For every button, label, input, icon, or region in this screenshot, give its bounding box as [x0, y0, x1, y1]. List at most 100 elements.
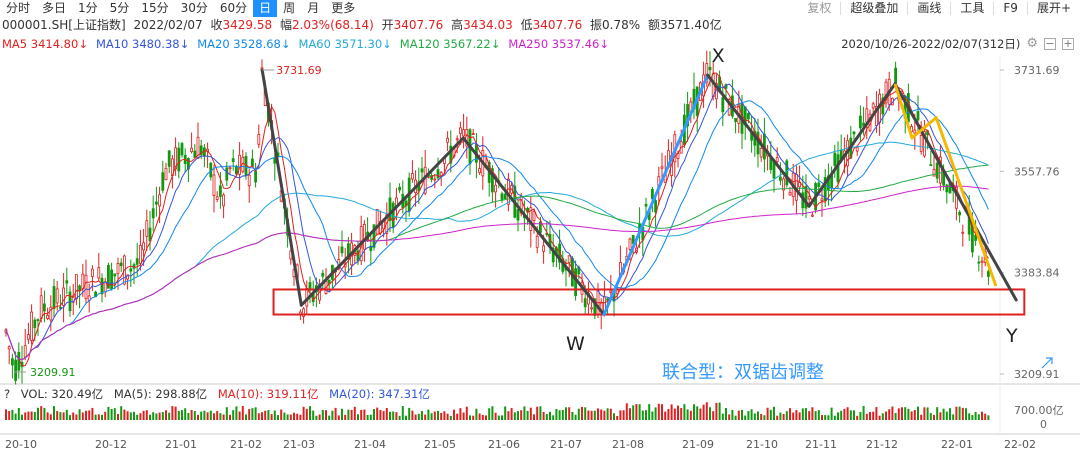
- volume-bar: [587, 410, 590, 420]
- candle-body: [939, 156, 942, 184]
- volume-bar: [235, 406, 238, 420]
- volume-bar: [219, 413, 222, 420]
- toolbar-button[interactable]: 复权: [807, 1, 832, 15]
- candle-body: [775, 157, 779, 163]
- volume-bar: [763, 415, 766, 420]
- toolbar-button[interactable]: F9: [1003, 1, 1018, 15]
- low-value: 3407.76: [532, 18, 583, 32]
- plus-icon[interactable]: +: [1062, 37, 1074, 50]
- volume-bar: [421, 411, 423, 420]
- volume-bar: [747, 411, 750, 420]
- candle-body: [455, 138, 459, 141]
- close-label: 收: [210, 18, 223, 32]
- period-tab[interactable]: 分时: [6, 1, 31, 15]
- volume-bar: [209, 410, 212, 420]
- volume-bar: [27, 411, 30, 420]
- volume-bar: [24, 412, 27, 420]
- candle-body: [859, 115, 862, 129]
- volume-bar: [206, 412, 209, 420]
- candle-body: [884, 81, 888, 104]
- date-range[interactable]: 2020/10/26-2022/02/07(312日): [841, 37, 1021, 51]
- candle-body: [439, 172, 443, 177]
- period-tab[interactable]: 30分: [180, 1, 208, 15]
- volume-bar: [929, 413, 932, 420]
- stock-code: 000001.SH[上证指数]: [2, 18, 126, 32]
- period-tab[interactable]: 5分: [109, 1, 130, 15]
- volume-bar: [830, 407, 833, 420]
- toolbar-button[interactable]: 超级叠加: [850, 1, 899, 15]
- volume-bar: [510, 408, 513, 420]
- pattern-annotation: 联合型：双锯齿调整: [662, 362, 824, 383]
- toolbar-button[interactable]: 工具: [960, 1, 985, 15]
- toolbar-button[interactable]: 展开+: [1036, 1, 1071, 15]
- period-tab[interactable]: 更多: [331, 1, 356, 15]
- volume-bar: [488, 408, 491, 420]
- x-tick-label: 21-11: [805, 438, 837, 451]
- candle-body: [174, 147, 178, 170]
- toolbar-button[interactable]: 画线: [917, 1, 942, 15]
- vol-ma10: MA(10): 319.11亿: [217, 387, 319, 401]
- volume-bar: [440, 412, 443, 420]
- period-tab[interactable]: 周: [283, 1, 296, 15]
- volume-bar: [558, 410, 561, 420]
- volume-bar: [283, 412, 286, 420]
- candle-body: [302, 308, 306, 317]
- candle-body: [932, 168, 936, 177]
- volume-bar: [865, 413, 868, 420]
- volume-bar: [264, 410, 267, 420]
- period-tab[interactable]: 1分: [78, 1, 98, 15]
- wave-line: [706, 73, 811, 208]
- volume-bar: [888, 409, 891, 420]
- candle-body: [782, 178, 785, 191]
- wave-label-x: X: [712, 45, 725, 67]
- volume-bar: [286, 414, 289, 420]
- candle-body: [97, 267, 101, 279]
- volume-help-icon[interactable]: ?: [4, 387, 11, 401]
- candle-body: [340, 246, 344, 254]
- volume-bar: [395, 412, 398, 420]
- volume-bar: [574, 414, 577, 420]
- volume-bar: [5, 409, 7, 420]
- volume-bar: [149, 414, 151, 420]
- period-tab[interactable]: 月: [307, 1, 320, 15]
- candle-body: [107, 264, 110, 289]
- volume-bar: [261, 412, 263, 420]
- volume-bar: [539, 406, 542, 420]
- volume-bar: [417, 413, 420, 420]
- volume-bar: [360, 409, 363, 420]
- candle-body: [785, 160, 789, 186]
- volume-bar: [757, 411, 759, 420]
- wave-label-w: W: [566, 333, 585, 355]
- amp-value: 0.78%: [602, 18, 641, 32]
- volume-bar: [469, 415, 471, 420]
- volume-bar: [817, 410, 820, 420]
- volume-bar: [33, 412, 36, 420]
- volume-bar: [523, 406, 526, 420]
- period-tab[interactable]: 15分: [141, 1, 169, 15]
- volume-bar: [133, 411, 135, 420]
- volume-bar: [801, 408, 804, 420]
- ma-line: [5, 141, 989, 361]
- period-tab[interactable]: 60分: [219, 1, 248, 15]
- candle-body: [410, 173, 414, 180]
- volume-bar: [344, 414, 347, 420]
- candle-body: [138, 245, 142, 264]
- period-tab[interactable]: 日: [253, 0, 278, 17]
- volume-bar: [456, 413, 459, 420]
- ma-line: [5, 83, 989, 361]
- volume-bar: [638, 404, 641, 420]
- period-tab[interactable]: 多日: [42, 1, 67, 15]
- volume-bar: [513, 412, 516, 420]
- candle-body: [49, 306, 53, 321]
- minus-icon[interactable]: −: [1044, 37, 1056, 50]
- ma-legend-item: MA60 3571.30↓: [298, 37, 392, 51]
- volume-bar: [910, 411, 913, 420]
- candle-body: [420, 168, 424, 173]
- volume-bar: [459, 408, 462, 420]
- ma-legend-item: MA250 3537.46↓: [508, 37, 609, 51]
- gear-icon[interactable]: ⚙: [1026, 36, 1038, 51]
- volume-bar: [715, 402, 718, 420]
- volume-bar: [321, 409, 324, 420]
- volume-bar: [606, 408, 609, 420]
